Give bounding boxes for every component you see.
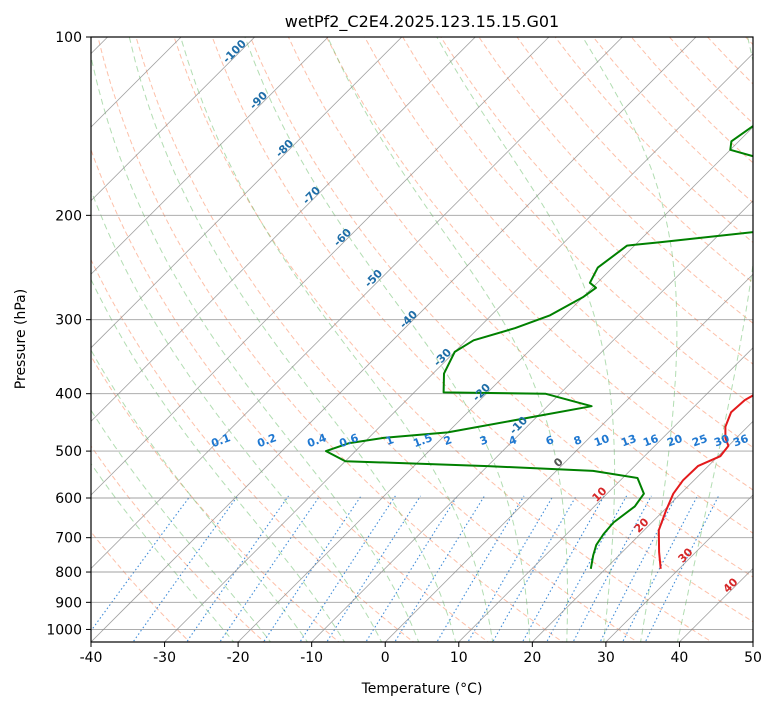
mixing-ratio-label: 4	[507, 433, 519, 448]
dry-adiabat	[440, 37, 753, 365]
x-tick-label: -10	[300, 650, 323, 666]
dewpoint-profile	[325, 124, 753, 569]
plot-frame	[90, 36, 754, 643]
x-tick-label: 10	[450, 650, 468, 666]
x-tick-label: 0	[381, 650, 390, 666]
isotherm-line	[384, 273, 753, 642]
isotherm-line	[91, 37, 697, 642]
isotherm-line	[311, 200, 753, 642]
isotherm-line	[91, 37, 256, 202]
x-tick-label: -30	[153, 650, 176, 666]
isotherm-line	[91, 37, 329, 275]
mixing-ratio-line	[572, 495, 652, 642]
mixing-ratio-line	[521, 495, 605, 642]
mixing-ratio-label: 16	[641, 432, 660, 450]
mixing-ratio-label: 30	[712, 432, 731, 450]
dry-adiabat	[478, 37, 753, 324]
mixing-ratio-label: 0.4	[305, 431, 328, 450]
dry-adiabat	[91, 445, 265, 642]
mixing-ratio-line	[467, 495, 554, 642]
y-tick-label: 900	[55, 595, 82, 611]
isotherm-line	[605, 494, 753, 642]
mixing-ratio-line	[91, 495, 191, 632]
y-tick-label: 400	[55, 387, 82, 403]
mixing-ratio-label: 13	[619, 432, 638, 449]
y-axis-label: Pressure (hPa)	[13, 289, 29, 389]
mixing-ratio-label: 0.2	[255, 431, 278, 450]
x-tick-label: 40	[671, 650, 689, 666]
y-tick-label: 100	[55, 30, 82, 46]
y-tick-label: 200	[55, 208, 82, 224]
mixing-ratio-label: 0.6	[337, 431, 360, 450]
dry-adiabat	[91, 355, 340, 642]
isotherm-line	[163, 53, 753, 642]
x-tick-label: -20	[227, 650, 250, 666]
axes: -40 -30 -20 -10 0 10 20 30 40 5010020030040050060…	[46, 30, 762, 666]
x-tick-label: 50	[744, 650, 762, 666]
y-tick-label: 600	[55, 491, 82, 507]
y-tick-label: 800	[55, 565, 82, 581]
mixing-ratio-label: 25	[690, 432, 709, 449]
mixing-ratio-label: 2	[442, 433, 454, 448]
isotherm-line	[91, 37, 623, 569]
moist-adiabat	[91, 188, 383, 642]
dry-adiabat	[287, 37, 753, 534]
mixing-ratio-label: 6	[544, 433, 556, 448]
y-tick-label: 700	[55, 531, 82, 547]
y-tick-label: 300	[55, 313, 82, 329]
mixing-ratio-label: 8	[572, 433, 584, 448]
x-tick-label: -40	[80, 650, 103, 666]
mixing-ratio-label: 3	[478, 433, 490, 448]
temperature-profile	[657, 394, 753, 569]
isotherm-line	[458, 347, 753, 642]
mixing-ratio-label: 10	[592, 432, 611, 450]
isotherm-line	[91, 37, 403, 349]
isotherm-line	[91, 37, 476, 422]
mixing-ratio-line	[262, 495, 362, 642]
isotherm-line	[531, 420, 753, 642]
mixing-ratio-line	[492, 495, 577, 642]
y-tick-label: 500	[55, 444, 82, 460]
mixing-ratio-line	[219, 495, 321, 642]
mixing-ratio-line	[394, 495, 485, 642]
x-tick-label: 20	[523, 650, 541, 666]
mixing-ratio-line	[436, 495, 525, 642]
dry-adiabat	[326, 37, 753, 491]
mixing-ratio-label: 20	[665, 432, 684, 450]
y-tick-label: 1000	[46, 622, 82, 638]
background-lines	[91, 37, 753, 642]
mixing-ratio-label: 1	[384, 433, 396, 448]
dry-adiabat	[364, 37, 753, 449]
mixing-ratio-label: 1.5	[411, 431, 434, 450]
dry-adiabat	[97, 37, 564, 642]
chart-title: wetPf2_C2E4.2025.123.15.15.G01	[285, 12, 559, 32]
x-axis-label: Temperature (°C)	[361, 681, 483, 697]
x-tick-label: 30	[597, 650, 615, 666]
isotherm-line	[91, 37, 550, 496]
mixing-ratio-label: 36	[731, 432, 750, 450]
mixing-ratio-label: 0.1	[209, 431, 232, 450]
sounding-profiles	[325, 124, 753, 569]
